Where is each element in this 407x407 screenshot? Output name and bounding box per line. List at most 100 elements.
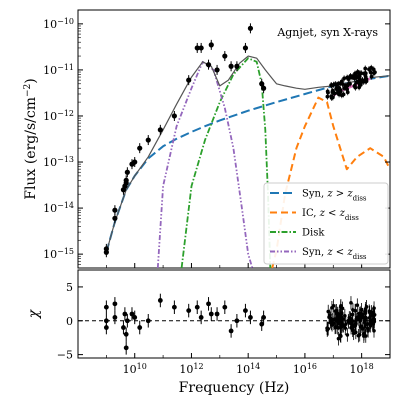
flux-y-ticks: 10−15 10−14 10−13 10−12 10−11 10−10 [43, 9, 390, 269]
xray-residual-datapoint [370, 321, 375, 326]
residual-datapoint [129, 311, 135, 317]
residual-datapoint [222, 304, 228, 310]
xray-datapoint [345, 87, 350, 92]
xray-datapoint [329, 83, 334, 88]
xray-residual-datapoint [336, 336, 341, 341]
xray-datapoint [346, 77, 351, 82]
flux-datapoint [242, 45, 249, 51]
xray-residual-datapoint [329, 321, 334, 326]
flux-datapoint [112, 215, 118, 221]
residual-datapoint [171, 304, 177, 310]
xray-datapoint [348, 81, 352, 86]
residual-datapoint [157, 298, 163, 303]
legend-box [263, 182, 389, 265]
residual-panel: −5 0 5 1010 1012 1014 1016 1018 χ Frequency (Hz… [26, 265, 391, 396]
xray-datapoint [363, 77, 368, 82]
xray-residual-datapoint [349, 320, 353, 325]
flux-y-tick-label: 10−14 [43, 201, 74, 216]
x-tick-label: 1014 [236, 362, 260, 377]
xray-datapoint [341, 92, 346, 97]
xray-residual-datapoint [372, 306, 376, 310]
flux-panel-frame [77, 9, 391, 269]
xray-residual-datapoint [346, 318, 351, 323]
residual-datapoints [78, 293, 390, 355]
residual-datapoint [145, 318, 151, 324]
flux-datapoint [208, 42, 214, 48]
xray-residual-datapoint [351, 331, 356, 336]
xray-datapoint [335, 87, 340, 92]
xray-datapoint [352, 84, 357, 89]
flux-datapoint [214, 67, 220, 73]
residual-datapoint [124, 318, 130, 324]
xray-datapoint [350, 75, 354, 80]
xray-datapoint [332, 91, 337, 96]
flux-y-tick-label: 10−13 [43, 155, 74, 170]
legend-label-3: Syn, z < zdiss [302, 247, 367, 261]
flux-y-tick-label: 10−12 [43, 108, 74, 123]
flux-y-tick-label: 10−11 [43, 62, 74, 77]
x-tick-label: 1010 [123, 362, 147, 377]
xray-residual-datapoint [367, 315, 372, 320]
flux-datapoint [259, 81, 265, 87]
xray-residual-datapoint [360, 312, 365, 317]
xray-datapoint [340, 82, 345, 86]
residual-datapoint [198, 314, 204, 320]
legend-label-1: IC, z < zdiss [302, 208, 359, 222]
flux-datapoint [112, 207, 118, 213]
flux-datapoint [228, 63, 234, 69]
xray-residual-datapoint [370, 313, 374, 318]
residual-datapoint [103, 325, 109, 330]
flux-datapoint [194, 45, 200, 51]
residual-datapoint [234, 318, 240, 324]
xray-residual-datapoint [344, 322, 348, 326]
xray-residual-datapoint [363, 320, 367, 325]
residual-datapoint [123, 345, 129, 351]
flux-datapoint [247, 25, 254, 31]
flux-panel: 10−15 10−14 10−13 10−12 10−11 10−10 Agnjet, s… [23, 9, 391, 269]
residual-y-axis-title: χ [26, 308, 42, 319]
flux-datapoint [137, 145, 143, 151]
series-line-disk [180, 57, 272, 268]
xray-residual-datapoint [338, 333, 343, 337]
xray-datapoint [362, 71, 366, 76]
flux-datapoint [124, 169, 130, 175]
flux-datapoint [222, 53, 228, 59]
flux-datapoint [198, 45, 204, 51]
xray-datapoint [342, 76, 347, 81]
flux-y-tick-label: 10−10 [43, 16, 74, 31]
xray-residual-datapoint [361, 332, 366, 336]
xray-datapoint [336, 82, 341, 86]
x-axis-title: Frequency (Hz) [179, 380, 290, 396]
xray-residual-datapoint [335, 325, 340, 330]
legend-label-2: Disk [302, 228, 325, 239]
flux-datapoint [103, 249, 109, 255]
xray-datapoint [363, 66, 368, 71]
xray-residual-datapoint [353, 322, 358, 327]
residual-datapoint [121, 325, 126, 330]
residual-datapoint [112, 301, 118, 307]
residual-y-tick-label: 0 [66, 315, 73, 328]
legend: Syn, z > zdiss IC, z < zdiss Disk Syn, z < … [263, 182, 389, 265]
legend-label-0: Syn, z > zdiss [302, 189, 367, 203]
flux-datapoint [171, 113, 177, 119]
residual-datapoint [243, 308, 248, 314]
xray-residual-datapoint [345, 333, 350, 337]
residual-datapoint [137, 325, 143, 330]
sed-annotation: Agnjet, syn X-rays [276, 26, 378, 39]
residual-datapoint [214, 311, 220, 317]
xray-datapoint [344, 84, 349, 89]
residual-datapoint [123, 331, 129, 337]
xray-residual-datapoint [328, 316, 333, 321]
x-tick-label: 1016 [293, 362, 317, 377]
residual-datapoint [208, 311, 214, 317]
xray-residual-datapoint [343, 314, 347, 318]
xray-residual-datapoint [326, 326, 331, 331]
residual-datapoint [103, 304, 109, 310]
residual-datapoint [248, 314, 253, 320]
xray-residual-datapoint [351, 308, 355, 312]
xray-residual-datapoint [358, 316, 362, 321]
flux-datapoint [123, 180, 129, 186]
flux-datapoints [103, 23, 377, 258]
xray-datapoint [369, 74, 374, 79]
